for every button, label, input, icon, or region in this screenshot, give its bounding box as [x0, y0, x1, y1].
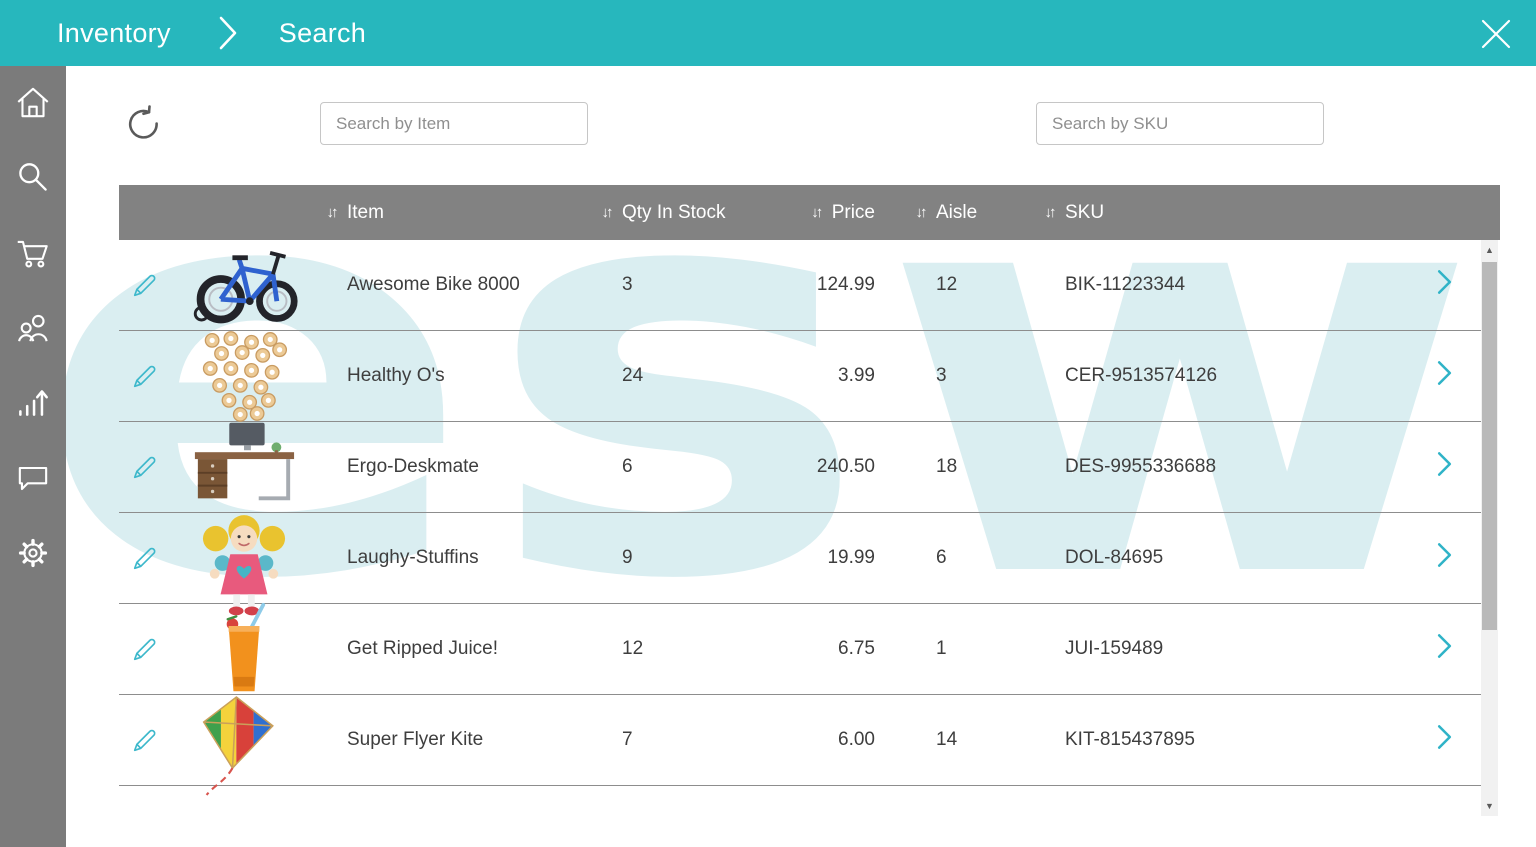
- sku: DES-9955336688: [1065, 456, 1217, 477]
- table-row[interactable]: Super Flyer Kite 7 6.00 14 KIT-815437895: [119, 695, 1481, 796]
- table-row[interactable]: Awesome Bike 8000 3 124.99 12 BIK-112233…: [119, 240, 1481, 331]
- doll-product-image: [201, 512, 287, 618]
- sort-icon[interactable]: ↓↑: [326, 204, 339, 221]
- aisle: 12: [936, 274, 958, 295]
- edit-icon[interactable]: [131, 453, 159, 481]
- price: 3.99: [838, 365, 875, 386]
- search-by-sku-input[interactable]: [1036, 102, 1324, 145]
- table-row[interactable]: Laughy-Stuffins 9 19.99 6 DOL-84695: [119, 513, 1481, 616]
- row-detail-chevron-icon[interactable]: [1436, 359, 1453, 393]
- item-name: Get Ripped Juice!: [347, 638, 499, 659]
- edit-icon[interactable]: [131, 362, 159, 390]
- price: 124.99: [816, 274, 875, 295]
- sort-icon[interactable]: ↓↑: [601, 204, 614, 221]
- title-bar: Inventory Search: [0, 0, 1536, 66]
- price: 6.75: [838, 638, 875, 659]
- column-label: SKU: [1065, 201, 1105, 223]
- column-label: Qty In Stock: [622, 201, 726, 223]
- search-by-item-input[interactable]: [320, 102, 588, 145]
- item-name: Awesome Bike 8000: [347, 274, 520, 295]
- aisle: 14: [936, 729, 958, 750]
- row-detail-chevron-icon[interactable]: [1436, 268, 1453, 302]
- messages-icon[interactable]: [12, 457, 54, 499]
- desk-product-image: [190, 419, 298, 507]
- kite-product-image: [196, 693, 292, 799]
- edit-icon[interactable]: [131, 544, 159, 572]
- juice-product-image: [215, 602, 273, 698]
- search-icon[interactable]: [12, 157, 54, 199]
- edit-icon[interactable]: [131, 271, 159, 299]
- column-header-item[interactable]: ↓↑ Item: [317, 185, 589, 240]
- column-header-qty[interactable]: ↓↑ Qty In Stock: [589, 185, 769, 240]
- settings-gear-icon[interactable]: [12, 532, 54, 574]
- sku: BIK-11223344: [1065, 274, 1186, 295]
- scroll-down-icon[interactable]: ▼: [1485, 801, 1494, 811]
- table-header: ↓↑ Item ↓↑ Qty In Stock ↓↑ Price ↓↑ Aisle ↓↑…: [119, 185, 1500, 240]
- price: 6.00: [838, 729, 875, 750]
- edit-icon[interactable]: [131, 726, 159, 754]
- qty-in-stock: 7: [622, 729, 633, 750]
- row-detail-chevron-icon[interactable]: [1436, 541, 1453, 575]
- scrollbar-thumb[interactable]: [1482, 262, 1497, 630]
- price: 240.50: [816, 456, 875, 477]
- aisle: 6: [936, 547, 947, 568]
- breadcrumb-search: Search: [278, 17, 367, 48]
- aisle: 3: [936, 365, 947, 386]
- sort-icon[interactable]: ↓↑: [915, 204, 928, 221]
- qty-in-stock: 24: [622, 365, 644, 386]
- sidebar-nav: [0, 66, 66, 847]
- close-icon[interactable]: [1478, 16, 1514, 52]
- table-body: Awesome Bike 8000 3 124.99 12 BIK-112233…: [119, 240, 1481, 796]
- table-row[interactable]: Ergo-Deskmate 6 240.50 18 DES-9955336688: [119, 422, 1481, 513]
- sku: DOL-84695: [1065, 547, 1164, 568]
- column-label: Aisle: [936, 201, 978, 223]
- item-name: Ergo-Deskmate: [347, 456, 479, 477]
- refresh-icon[interactable]: [124, 104, 164, 151]
- sort-icon[interactable]: ↓↑: [1044, 204, 1057, 221]
- column-header-sku[interactable]: ↓↑ SKU: [1009, 185, 1309, 240]
- sort-icon[interactable]: ↓↑: [811, 204, 823, 221]
- stats-icon[interactable]: [12, 382, 54, 424]
- sku: JUI-159489: [1065, 638, 1164, 659]
- column-label: Item: [347, 201, 384, 223]
- qty-in-stock: 6: [622, 456, 633, 477]
- price: 19.99: [827, 547, 875, 568]
- qty-in-stock: 12: [622, 638, 644, 659]
- sku: CER-9513574126: [1065, 365, 1218, 386]
- breadcrumb-chevron-icon: [217, 13, 239, 53]
- row-detail-chevron-icon[interactable]: [1436, 723, 1453, 757]
- item-name: Laughy-Stuffins: [347, 547, 479, 568]
- bike-product-image: [188, 228, 300, 328]
- qty-in-stock: 3: [622, 274, 633, 295]
- cart-icon[interactable]: [12, 232, 54, 274]
- item-name: Super Flyer Kite: [347, 729, 484, 750]
- aisle: 1: [936, 638, 947, 659]
- column-header-price[interactable]: ↓↑ Price: [769, 185, 881, 240]
- table-row[interactable]: Get Ripped Juice! 12 6.75 1 JUI-159489: [119, 602, 1481, 698]
- column-label: Price: [831, 201, 875, 223]
- customers-icon[interactable]: [12, 307, 54, 349]
- table-row[interactable]: Healthy O's 24 3.99 3 CER-9513574126: [119, 331, 1481, 422]
- column-header-aisle[interactable]: ↓↑ Aisle: [881, 185, 1009, 240]
- aisle: 18: [936, 456, 958, 477]
- cereal-product-image: [199, 330, 289, 422]
- item-name: Healthy O's: [347, 365, 445, 386]
- edit-icon[interactable]: [131, 635, 159, 663]
- row-detail-chevron-icon[interactable]: [1436, 632, 1453, 666]
- row-detail-chevron-icon[interactable]: [1436, 450, 1453, 484]
- sku: KIT-815437895: [1065, 729, 1195, 750]
- scroll-up-icon[interactable]: ▲: [1485, 245, 1494, 255]
- home-icon[interactable]: [12, 82, 54, 124]
- table-scrollbar[interactable]: ▲ ▼: [1481, 240, 1498, 816]
- breadcrumb-inventory[interactable]: Inventory: [57, 17, 171, 48]
- qty-in-stock: 9: [622, 547, 633, 568]
